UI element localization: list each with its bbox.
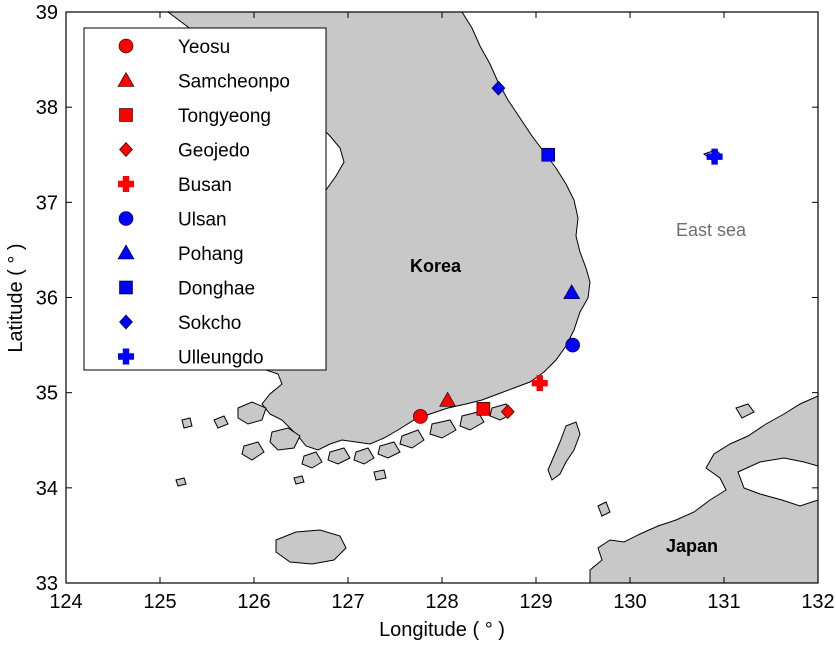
x-axis-ticks: 124 125 126 127 128 129 130 131 132 bbox=[49, 12, 835, 613]
korea-landmass bbox=[166, 11, 591, 451]
legend-marker-busan bbox=[118, 176, 134, 192]
y-axis-label: Latitude ( ° ) bbox=[5, 243, 27, 352]
legend: Yeosu Samcheonpo Tongyeong Geojedo Busan Ulsa… bbox=[83, 27, 327, 371]
legend-label-samcheonpo: Samcheonpo bbox=[178, 72, 290, 93]
japan-island-small bbox=[597, 501, 611, 517]
legend-marker-yeosu bbox=[118, 38, 134, 54]
legend-label-donghae: Donghae bbox=[178, 279, 255, 300]
station-marker-ulsan bbox=[565, 337, 580, 353]
y-tick-label: 37 bbox=[36, 192, 58, 214]
legend-items: Yeosu Samcheonpo Tongyeong Geojedo Busan Ulsa… bbox=[117, 37, 290, 369]
legend-marker-pohang bbox=[117, 244, 135, 260]
legend-marker-samcheonpo bbox=[117, 71, 135, 87]
station-marker-busan bbox=[531, 375, 548, 392]
y-tick-label: 34 bbox=[36, 478, 58, 500]
legend-label-busan: Busan bbox=[178, 175, 232, 196]
x-tick-label: 124 bbox=[49, 591, 82, 613]
label-japan: Japan bbox=[666, 536, 718, 556]
legend-label-yeosu: Yeosu bbox=[178, 37, 230, 58]
label-east-sea: East sea bbox=[676, 220, 747, 240]
label-korea: Korea bbox=[410, 256, 462, 276]
station-marker-geojedo bbox=[500, 404, 515, 420]
legend-label-ulleungdo: Ulleungdo bbox=[178, 348, 264, 369]
legend-label-tongyeong: Tongyeong bbox=[178, 106, 271, 127]
x-axis-label: Longitude ( ° ) bbox=[379, 619, 505, 641]
y-tick-label: 36 bbox=[36, 288, 58, 310]
station-marker-yeosu bbox=[413, 409, 428, 424]
y-tick-label: 33 bbox=[36, 573, 58, 595]
legend-label-sokcho: Sokcho bbox=[178, 313, 241, 334]
x-tick-label: 130 bbox=[613, 591, 646, 613]
station-marker-samcheonpo bbox=[439, 391, 457, 407]
legend-marker-sokcho bbox=[119, 314, 133, 330]
legend-label-geojedo: Geojedo bbox=[178, 141, 250, 162]
legend-marker-tongyeong bbox=[119, 108, 133, 122]
y-tick-label: 35 bbox=[36, 383, 58, 405]
legend-label-pohang: Pohang bbox=[178, 244, 244, 265]
x-tick-label: 125 bbox=[143, 591, 176, 613]
jeju-island bbox=[275, 529, 347, 565]
station-marker-pohang bbox=[563, 284, 581, 300]
x-tick-label: 129 bbox=[519, 591, 552, 613]
tsushima-island bbox=[547, 421, 581, 481]
x-tick-label: 128 bbox=[425, 591, 458, 613]
station-marker-tongyeong bbox=[476, 402, 491, 416]
japan-landmass bbox=[589, 395, 819, 584]
legend-marker-ulsan bbox=[118, 211, 134, 226]
y-axis-ticks: 33 34 35 36 37 38 39 bbox=[36, 2, 818, 595]
x-tick-label: 126 bbox=[237, 591, 270, 613]
legend-label-ulsan: Ulsan bbox=[178, 210, 227, 231]
station-marker-donghae bbox=[541, 147, 556, 162]
station-marker-ulleungdo bbox=[706, 148, 723, 165]
x-tick-label: 131 bbox=[707, 591, 740, 613]
legend-marker-geojedo bbox=[119, 142, 133, 157]
southern-islands bbox=[175, 401, 755, 487]
x-tick-label: 132 bbox=[801, 591, 834, 613]
station-marker-sokcho bbox=[491, 80, 506, 96]
y-tick-label: 39 bbox=[36, 2, 58, 24]
legend-marker-ulleungdo bbox=[118, 348, 134, 365]
x-tick-label: 127 bbox=[331, 591, 364, 613]
legend-marker-donghae bbox=[119, 280, 133, 295]
y-tick-label: 38 bbox=[36, 97, 58, 119]
station-markers bbox=[413, 80, 723, 424]
